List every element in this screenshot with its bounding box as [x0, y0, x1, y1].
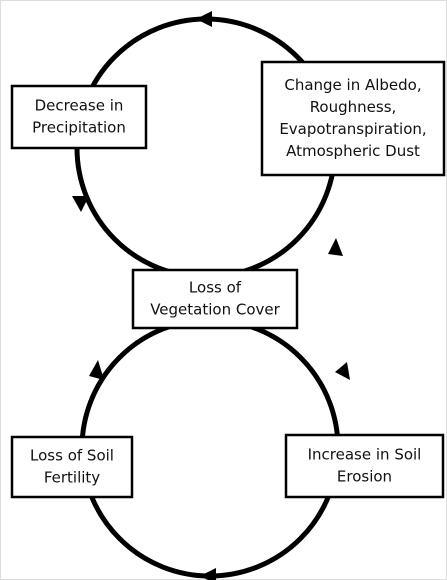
arrow-head — [72, 196, 89, 212]
boxes: Decrease in Precipitation Change in Albedo… — [10, 60, 446, 499]
node-label: Loss of Soil — [30, 447, 114, 465]
node-label: Precipitation — [32, 119, 126, 137]
arrow-head — [89, 360, 104, 380]
node-label: Increase in Soil — [308, 446, 422, 464]
arrow-head — [328, 238, 343, 256]
node-box — [10, 435, 134, 499]
node-label: Change in Albedo, — [284, 76, 421, 94]
node-box — [131, 268, 299, 330]
node-label: Roughness, — [310, 98, 397, 116]
arrow-head — [196, 11, 212, 27]
node-label: Decrease in — [35, 97, 124, 115]
node-label: Erosion — [337, 468, 392, 486]
node-box — [284, 433, 445, 499]
node-label: Vegetation Cover — [150, 301, 280, 319]
node-label: Loss of — [189, 279, 242, 297]
node-label: Atmospheric Dust — [286, 142, 420, 160]
node-box — [10, 84, 148, 150]
node-box — [260, 60, 446, 177]
arrow-head — [335, 362, 350, 380]
node-label: Fertility — [44, 469, 100, 487]
arrow-head — [200, 568, 216, 580]
node-label: Evapotranspiration, — [279, 120, 426, 138]
